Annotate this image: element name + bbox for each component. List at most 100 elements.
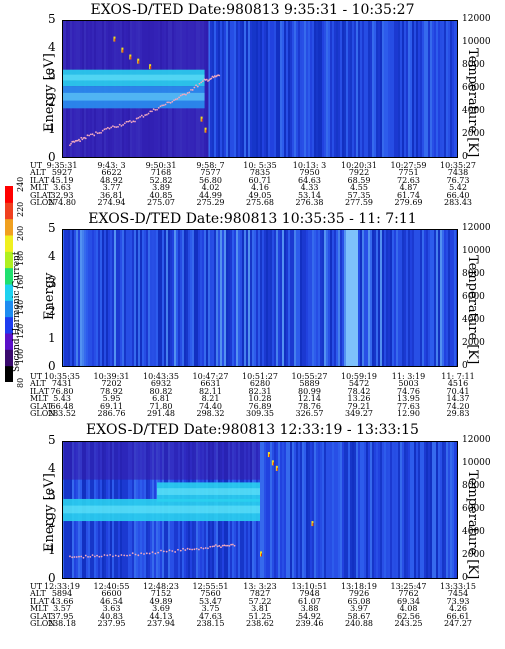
spectrogram-column bbox=[362, 229, 364, 367]
orbit-cell: 12:48:23 bbox=[143, 582, 179, 591]
temperature-point bbox=[88, 134, 91, 137]
spectrogram-column bbox=[334, 229, 336, 367]
spectrogram-column bbox=[284, 20, 286, 158]
orbit-cell: 44.13 bbox=[149, 611, 173, 621]
orbit-row-alt: ALT 5927 6622 7168 7577 7835 7950 7922 7751 7438 bbox=[0, 169, 505, 177]
colorbar-label: Second Harmonic Current bbox=[12, 251, 22, 372]
temperature-point bbox=[218, 544, 221, 547]
orbit-cell: 70.41 bbox=[446, 386, 470, 396]
temperature-point bbox=[84, 554, 87, 557]
energy-band bbox=[62, 498, 260, 522]
spectrogram-column bbox=[236, 20, 238, 158]
spectrogram-column bbox=[298, 229, 300, 367]
spectrogram-column bbox=[376, 20, 378, 158]
orbit-cell: 5894 bbox=[51, 589, 73, 599]
spectrogram-column bbox=[240, 20, 242, 158]
temperature-point bbox=[142, 115, 145, 118]
temperature-point bbox=[190, 88, 192, 91]
spectrogram-column bbox=[134, 229, 136, 367]
spectrogram-column bbox=[436, 229, 438, 367]
spectrogram-column bbox=[78, 229, 80, 367]
orbit-cell: 74.76 bbox=[397, 386, 420, 396]
spectrogram-column bbox=[382, 229, 384, 367]
orbit-row-label: MLT bbox=[30, 394, 49, 404]
spectrogram-column bbox=[72, 229, 74, 367]
orbit-cell: 7560 bbox=[200, 589, 221, 599]
spectrogram-column bbox=[282, 441, 284, 579]
y2-tick-label: 12000 bbox=[462, 14, 491, 24]
high-flux-speck bbox=[122, 49, 124, 53]
temperature-point bbox=[181, 93, 184, 96]
orbit-cell: 238.62 bbox=[246, 618, 274, 628]
temperature-point bbox=[204, 547, 207, 549]
temperature-point bbox=[98, 555, 101, 558]
spectrogram-column bbox=[360, 441, 362, 579]
temperature-point bbox=[105, 127, 108, 130]
y2-tick-label: 8000 bbox=[462, 481, 485, 491]
orbit-cell: 275.07 bbox=[147, 197, 175, 207]
temperature-point bbox=[225, 544, 227, 547]
spectrogram-column bbox=[264, 441, 266, 579]
temperature-point bbox=[201, 80, 204, 83]
spectrogram-column bbox=[414, 441, 416, 579]
spectrogram-column bbox=[86, 229, 88, 367]
orbit-cell: 4.26 bbox=[449, 604, 467, 614]
temperature-point bbox=[117, 555, 120, 558]
spectrogram-column bbox=[326, 441, 328, 579]
spectrogram-column bbox=[420, 441, 422, 579]
spectrogram-column bbox=[220, 229, 222, 367]
panel-2-title: EXOS-D/TED Date:980813 10:35:35 - 11: 7:… bbox=[88, 211, 417, 227]
colorbar-swatch bbox=[5, 316, 13, 334]
temperature-point bbox=[200, 81, 203, 84]
orbit-row-ilat: ILAT 76.80 78.92 80.82 82.11 82.31 80.99 78.42 7… bbox=[0, 386, 505, 396]
temperature-point bbox=[212, 76, 215, 79]
temperature-point bbox=[213, 545, 216, 548]
temperature-point bbox=[82, 556, 85, 559]
colorbar-swatch bbox=[5, 300, 13, 318]
orbit-cell: 283.52 bbox=[48, 408, 76, 418]
orbit-cell: 277.59 bbox=[345, 197, 373, 207]
orbit-cell: 4516 bbox=[447, 379, 469, 389]
orbit-row-label: UT bbox=[30, 161, 43, 170]
spectrogram-column bbox=[320, 20, 322, 158]
spectrogram-column bbox=[268, 20, 270, 158]
temperature-point bbox=[214, 544, 217, 546]
energy-band-core bbox=[157, 488, 260, 495]
orbit-row-label: GLON bbox=[30, 197, 56, 207]
spectrogram-column bbox=[428, 20, 430, 158]
temperature-point bbox=[171, 550, 174, 552]
temperature-point bbox=[162, 104, 165, 107]
orbit-row-label: ALT bbox=[30, 589, 46, 599]
temperature-point bbox=[75, 556, 78, 558]
spectrogram-column bbox=[416, 20, 418, 158]
orbit-cell: 14.37 bbox=[446, 394, 470, 404]
orbit-cell: 279.69 bbox=[394, 197, 423, 207]
temperature-point bbox=[91, 554, 94, 557]
orbit-cell: 66.48 bbox=[50, 401, 74, 411]
spectrogram-column bbox=[302, 20, 304, 158]
orbit-cell: 4.16 bbox=[251, 183, 269, 193]
orbit-cell: 12:33:19 bbox=[44, 582, 80, 591]
energy-band-core bbox=[62, 74, 205, 81]
spectrogram-column bbox=[404, 229, 406, 367]
temperature-point bbox=[131, 552, 134, 555]
spectrogram-column bbox=[242, 229, 244, 367]
orbit-cell: 7827 bbox=[249, 589, 271, 599]
orbit-cell: 309.35 bbox=[246, 408, 274, 418]
spectrogram-column bbox=[420, 229, 422, 367]
orbit-cell: 72.63 bbox=[397, 175, 420, 185]
spectrogram-column bbox=[248, 229, 250, 367]
spectrogram-column bbox=[440, 20, 442, 158]
y2-tick-label: 10000 bbox=[462, 246, 491, 256]
spectrogram-column bbox=[80, 229, 82, 367]
temperature-point bbox=[71, 556, 74, 559]
spectrogram-column bbox=[344, 20, 346, 158]
spectrogram-column bbox=[210, 20, 212, 158]
spectrogram-column bbox=[412, 441, 414, 579]
temperature-point bbox=[118, 123, 121, 126]
spectrogram-column bbox=[274, 229, 276, 367]
spectrogram-column bbox=[114, 229, 116, 367]
spectrogram-column bbox=[216, 229, 218, 367]
orbit-cell: 29.83 bbox=[446, 408, 470, 418]
spectrogram-column bbox=[384, 20, 386, 158]
